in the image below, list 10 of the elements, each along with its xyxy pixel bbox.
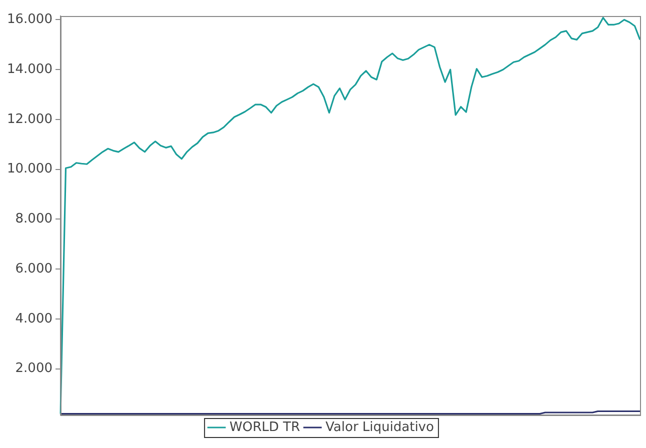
- y-tick-label: 4.000: [15, 311, 52, 326]
- y-tick-label: 12.000: [6, 112, 52, 127]
- y-tick-label: 16.000: [6, 12, 52, 28]
- y-tick-label: 2.000: [15, 361, 52, 376]
- y-tick-label: 14.000: [6, 62, 52, 77]
- y-tick-label: 6.000: [15, 261, 52, 276]
- y-tick-label: 8.000: [15, 212, 52, 227]
- legend-label: WORLD TR: [230, 420, 300, 435]
- y-tick-label: 10.000: [6, 162, 52, 177]
- legend-label: Valor Liquidativo: [326, 420, 434, 435]
